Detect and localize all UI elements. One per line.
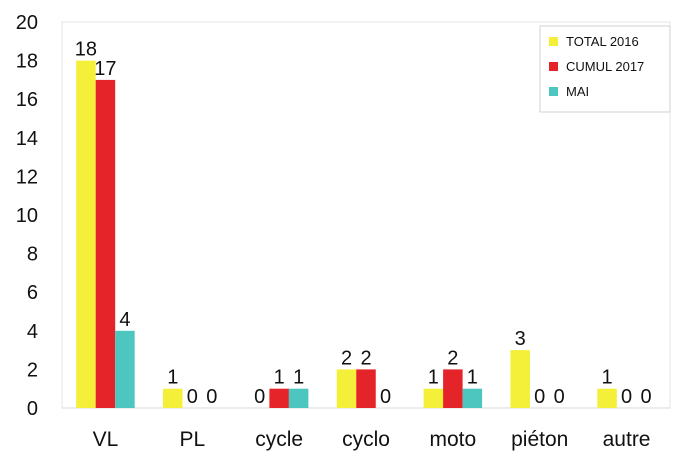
data-label: 3 bbox=[515, 328, 526, 350]
data-label: 2 bbox=[360, 347, 371, 369]
bar bbox=[95, 79, 116, 409]
data-label: 0 bbox=[621, 386, 632, 408]
data-label: 2 bbox=[341, 347, 352, 369]
data-label: 2 bbox=[447, 347, 458, 369]
data-label: 0 bbox=[380, 386, 391, 408]
bar bbox=[76, 60, 96, 408]
y-tick-label: 18 bbox=[16, 51, 38, 73]
data-label: 0 bbox=[206, 386, 217, 408]
data-label: 0 bbox=[534, 386, 545, 408]
y-tick-label: 0 bbox=[27, 398, 38, 420]
data-label: 0 bbox=[187, 386, 198, 408]
data-label: 18 bbox=[75, 39, 97, 61]
x-tick-label: moto bbox=[430, 428, 477, 451]
bar bbox=[163, 388, 183, 408]
chart-bars bbox=[76, 60, 617, 409]
data-label: 1 bbox=[293, 367, 304, 389]
x-tick-label: cycle bbox=[255, 428, 303, 451]
bar bbox=[269, 388, 289, 408]
data-label: 1 bbox=[428, 367, 439, 389]
y-tick-label: 16 bbox=[16, 89, 38, 111]
y-axis-ticks: 0 2 4 6 8 10 12 14 16 18 20 bbox=[16, 12, 38, 420]
y-tick-label: 14 bbox=[16, 128, 38, 150]
data-label: 0 bbox=[254, 386, 265, 408]
legend-label: MAI bbox=[566, 84, 589, 99]
legend-swatch bbox=[549, 87, 558, 96]
x-tick-label: VL bbox=[93, 428, 119, 451]
y-tick-label: 20 bbox=[16, 12, 38, 34]
bar bbox=[423, 388, 444, 408]
legend-label: TOTAL 2016 bbox=[566, 34, 639, 49]
y-tick-label: 8 bbox=[27, 244, 38, 266]
data-label: 4 bbox=[119, 309, 130, 331]
y-tick-label: 12 bbox=[16, 166, 38, 188]
x-tick-label: piéton bbox=[511, 428, 568, 451]
x-axis-categories: VL PL cycle cyclo moto piéton autre bbox=[93, 428, 651, 451]
legend-box bbox=[539, 25, 671, 113]
bar bbox=[443, 369, 463, 408]
bar bbox=[462, 388, 483, 408]
bar bbox=[597, 388, 617, 408]
x-tick-label: autre bbox=[603, 428, 651, 451]
chart-legend: TOTAL 2016 CUMUL 2017 MAI bbox=[539, 25, 671, 113]
data-label: 0 bbox=[641, 386, 652, 408]
legend-label: CUMUL 2017 bbox=[566, 59, 644, 74]
data-label: 1 bbox=[167, 367, 178, 389]
y-tick-label: 4 bbox=[27, 321, 38, 343]
bar bbox=[356, 369, 376, 408]
data-label: 1 bbox=[467, 367, 478, 389]
legend-swatch bbox=[549, 62, 558, 71]
data-label: 17 bbox=[94, 58, 116, 80]
data-label: 0 bbox=[554, 386, 565, 408]
y-tick-label: 2 bbox=[27, 359, 38, 381]
legend-swatch bbox=[549, 37, 558, 46]
x-tick-label: cyclo bbox=[342, 428, 390, 451]
y-tick-label: 6 bbox=[27, 282, 38, 304]
bar bbox=[288, 388, 309, 408]
bar bbox=[115, 330, 135, 408]
bar bbox=[336, 369, 357, 408]
bar bbox=[510, 350, 530, 408]
data-label: 1 bbox=[274, 367, 285, 389]
y-tick-label: 10 bbox=[16, 205, 38, 227]
data-label: 1 bbox=[602, 367, 613, 389]
x-tick-label: PL bbox=[179, 428, 205, 451]
